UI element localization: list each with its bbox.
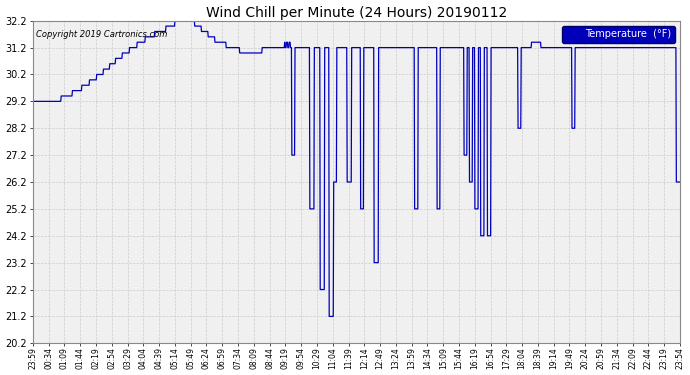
Text: Copyright 2019 Cartronics.com: Copyright 2019 Cartronics.com: [36, 30, 168, 39]
Title: Wind Chill per Minute (24 Hours) 20190112: Wind Chill per Minute (24 Hours) 2019011…: [206, 6, 507, 20]
Legend: Temperature  (°F): Temperature (°F): [562, 26, 675, 44]
